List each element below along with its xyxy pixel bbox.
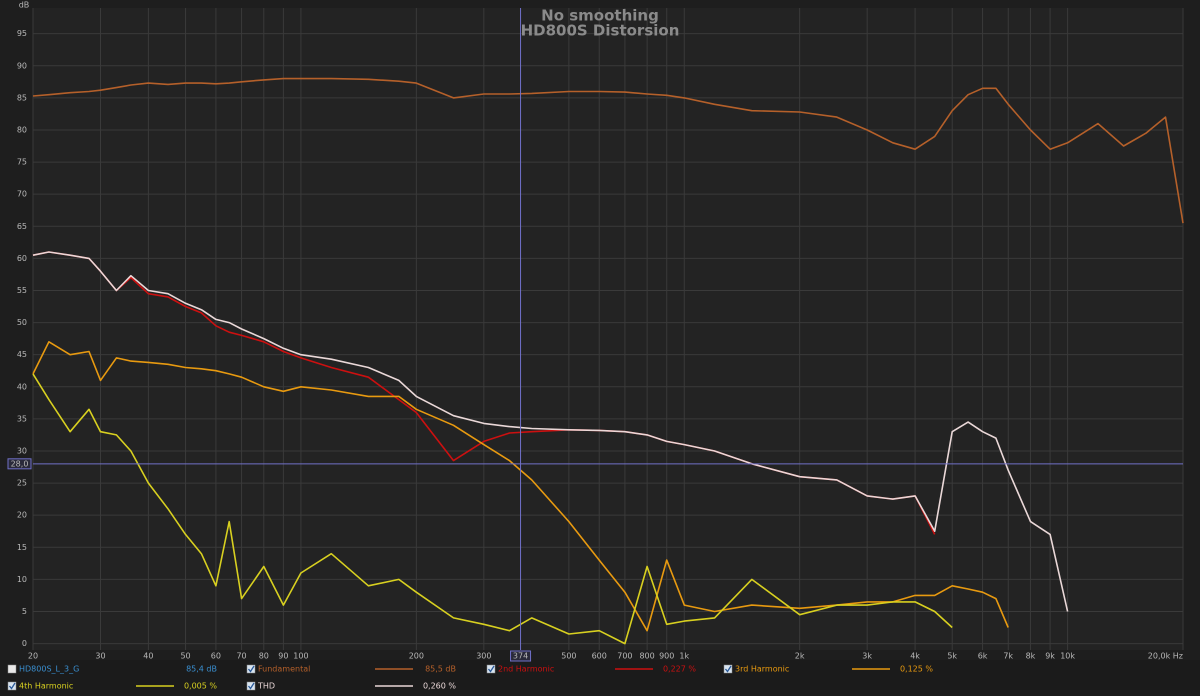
y-tick-label: 45 (17, 350, 27, 359)
legend-item[interactable]: 2nd Harmonic 0,227 % (486, 664, 696, 674)
legend-name: Fundamental (258, 665, 310, 674)
y-tick-label: 25 (17, 479, 27, 488)
legend-item[interactable]: 3rd Harmonic 0,125 % (723, 664, 933, 674)
grid: 0 5 10 15 20 25 30 35 40 45 50 55 60 65 70 75 80 85 90 95 20… (17, 8, 1184, 661)
y-tick-label: 80 (17, 125, 27, 134)
legend-name: 3rd Harmonic (735, 665, 789, 674)
y-tick-label: 60 (17, 254, 27, 263)
x-tick-label: 20 (28, 652, 38, 661)
legend-readout: 85,5 dB (425, 665, 456, 674)
legend-checkbox[interactable] (7, 664, 17, 674)
y-tick-label: 40 (17, 382, 27, 391)
x-tick-label: 2k (795, 652, 805, 661)
y-tick-label: 35 (17, 414, 27, 423)
legend-checkbox[interactable] (486, 664, 496, 674)
overlay: 28,0 374 (7, 8, 1183, 662)
x-tick-label: 60 (211, 652, 221, 661)
x-tick-label: 5k (947, 652, 957, 661)
series-line (32, 251, 1069, 612)
legend-checkbox[interactable] (246, 681, 256, 691)
x-tick-label: 90 (278, 652, 288, 661)
y-tick-label: 20 (17, 511, 27, 520)
x-tick-label: 500 (561, 652, 576, 661)
y-tick-label: 15 (17, 543, 27, 552)
x-tick-label: 30 (95, 652, 105, 661)
y-tick-label: 95 (17, 29, 27, 38)
y-tick-label: 50 (17, 318, 27, 327)
y-tick-label: 75 (17, 158, 27, 167)
y-axis-label: dB (19, 1, 30, 10)
x-tick-label: 80 (259, 652, 269, 661)
x-tick-label: 300 (476, 652, 491, 661)
y-tick-label: 70 (17, 190, 27, 199)
x-tick-label: 700 (617, 652, 632, 661)
legend-name: HD800S_L_3_G (19, 665, 79, 674)
legend: HD800S_L_3_G 85,4 dB Fundamental 85,5 dB 2nd… (7, 664, 933, 691)
legend-name: 4th Harmonic (19, 682, 73, 691)
series-line (32, 373, 953, 645)
x-tick-label: 70 (236, 652, 246, 661)
x-tick-label: 8k (1026, 652, 1036, 661)
x-tick-label: 50 (180, 652, 190, 661)
cursor-x-box (510, 650, 532, 662)
legend-item[interactable]: 4th Harmonic 0,005 % (7, 681, 217, 691)
y-tick-label: 10 (17, 575, 27, 584)
x-tick-label: 40 (143, 652, 153, 661)
y-tick-label: 65 (17, 222, 27, 231)
chart-title: No smoothing (541, 7, 659, 25)
y-tick-label: 85 (17, 93, 27, 102)
x-tick-label: 900 (659, 652, 674, 661)
legend-checkbox[interactable] (723, 664, 733, 674)
y-tick-label: 90 (17, 61, 27, 70)
legend-check (724, 665, 732, 673)
legend-checkbox[interactable] (246, 664, 256, 674)
legend-item[interactable]: Fundamental 85,5 dB (246, 664, 456, 674)
cursor-x-label: 374 (513, 652, 528, 661)
x-tick-label: 600 (592, 652, 607, 661)
x-tick-label: 20,0k Hz (1148, 652, 1183, 661)
cursor-y-box (7, 458, 32, 470)
x-tick-label: 9k (1045, 652, 1055, 661)
legend-readout: 0,125 % (900, 665, 933, 674)
y-tick-label: 5 (22, 607, 27, 616)
x-tick-label: 100 (293, 652, 308, 661)
plot-area (33, 8, 1183, 650)
legend-readout: 0,227 % (663, 665, 696, 674)
x-tick-label: 200 (409, 652, 424, 661)
x-tick-label: 800 (639, 652, 654, 661)
legend-check (487, 665, 495, 673)
legend-check (247, 665, 255, 673)
legend-readout: 0,005 % (184, 682, 217, 691)
legend-bar (0, 660, 1200, 696)
legend-check (247, 682, 255, 690)
chart-subtitle: HD800S Distorsion (521, 22, 680, 40)
x-tick-label: 3k (862, 652, 872, 661)
legend-check (8, 682, 16, 690)
x-tick-label: 4k (910, 652, 920, 661)
y-tick-label: 55 (17, 286, 27, 295)
legend-item[interactable]: HD800S_L_3_G 85,4 dB (7, 664, 217, 674)
y-tick-label: 30 (17, 446, 27, 455)
series-lines (32, 77, 1184, 645)
y-tick-label: 0 (22, 639, 27, 648)
x-tick-label: 6k (978, 652, 988, 661)
x-tick-label: 7k (1003, 652, 1013, 661)
legend-name: THD (257, 682, 275, 691)
legend-readout: 0,260 % (423, 682, 456, 691)
cursor-y-label: 28,0 (11, 459, 29, 468)
x-tick-label: 10k (1060, 652, 1075, 661)
series-line (32, 77, 1184, 224)
legend-checkbox[interactable] (7, 681, 17, 691)
legend-readout: 85,4 dB (186, 665, 217, 674)
legend-name: 2nd Harmonic (498, 665, 554, 674)
x-tick-label: 1k (679, 652, 689, 661)
legend-item[interactable]: THD 0,260 % (246, 681, 456, 691)
